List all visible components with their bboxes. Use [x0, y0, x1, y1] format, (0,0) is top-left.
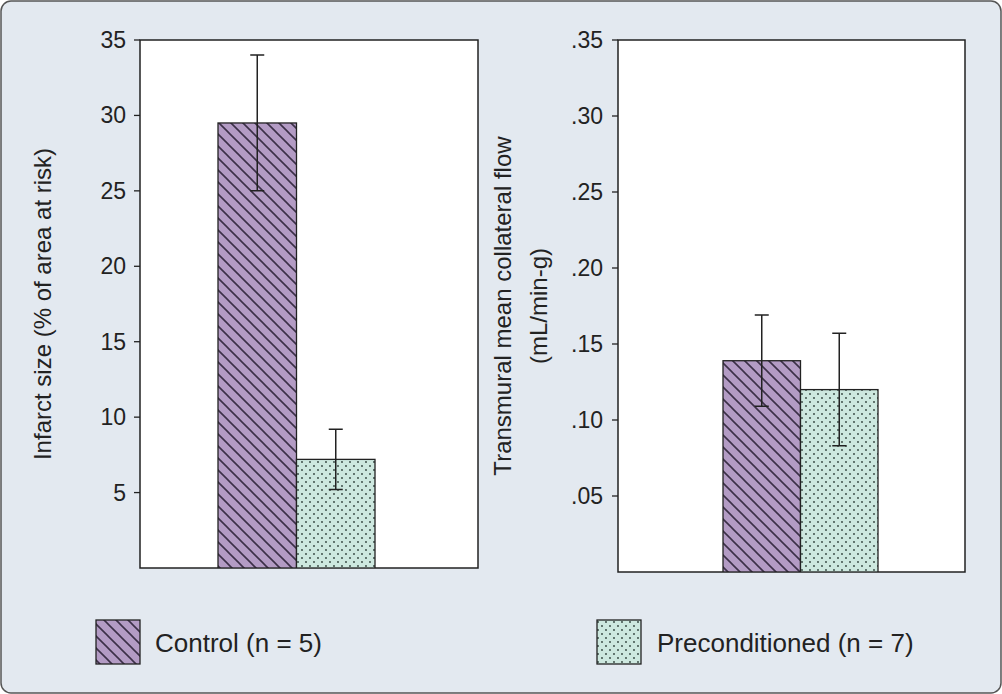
panel-background [1, 1, 1001, 693]
y-tick-label: .10 [571, 407, 603, 433]
plot-frame [618, 40, 965, 572]
y-tick-label: 30 [100, 102, 126, 128]
y-tick [134, 39, 140, 40]
y-axis-label: (mL/min-g) [525, 248, 552, 364]
y-tick [134, 416, 140, 417]
error-bars [250, 55, 343, 489]
y-tick [612, 191, 618, 192]
y-tick-label: 15 [100, 329, 126, 355]
y-axis-label: Infarct size (% of area at risk) [29, 148, 56, 460]
legend-label: Control (n = 5) [155, 628, 322, 658]
error-bar [250, 55, 264, 191]
y-tick [612, 495, 618, 496]
y-tick-label: .05 [571, 483, 603, 509]
error-bar [832, 333, 846, 445]
y-tick-label: 25 [100, 178, 126, 204]
y-tick-label: 20 [100, 253, 126, 279]
error-bar [329, 429, 343, 489]
y-tick-label: .15 [571, 331, 603, 357]
chart-1: .05 .10 .15 .20 .25 .30 .35 Transmural mean col… [489, 27, 965, 572]
y-tick [612, 419, 618, 420]
legend-swatch [597, 620, 641, 664]
y-tick [612, 343, 618, 344]
y-tick [134, 115, 140, 116]
legend-swatch [96, 620, 140, 664]
y-tick-label: 10 [100, 404, 126, 430]
y-tick [612, 267, 618, 268]
y-tick-label: 5 [113, 480, 126, 506]
error-bar [755, 315, 769, 406]
y-tick [134, 341, 140, 342]
y-tick-label: 35 [100, 27, 126, 53]
y-tick [134, 190, 140, 191]
y-tick-label: .30 [571, 103, 603, 129]
bars [723, 361, 878, 572]
y-tick [134, 492, 140, 493]
chart-0: 5 10 15 20 25 30 35 Infarct size (% of area at … [29, 27, 478, 568]
figure: 5 10 15 20 25 30 35 Infarct size (% of area at … [0, 0, 1002, 694]
y-tick [612, 115, 618, 116]
y-tick-label: .25 [571, 179, 603, 205]
y-tick [134, 266, 140, 267]
y-tick-label: .35 [571, 27, 603, 53]
y-axis-label: Transmural mean collateral flow [489, 136, 516, 476]
legend: Control (n = 5) Preconditioned (n = 7) [96, 620, 914, 664]
bars [218, 123, 375, 568]
plot-frame [140, 40, 478, 568]
y-tick-label: .20 [571, 255, 603, 281]
y-tick [612, 39, 618, 40]
error-bars [755, 315, 847, 446]
legend-label: Preconditioned (n = 7) [657, 628, 914, 658]
